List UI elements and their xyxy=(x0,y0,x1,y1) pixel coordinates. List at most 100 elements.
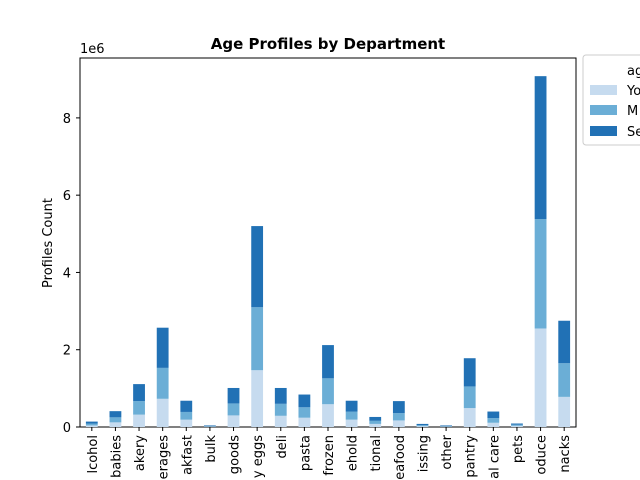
y-axis-label: Profiles Count xyxy=(41,198,56,288)
bar-dairy-eggs-series-0 xyxy=(251,370,264,427)
bar-alcohol-series-1 xyxy=(85,423,98,426)
bar-pantry-series-2 xyxy=(463,358,476,387)
bar-dry-goods-pasta-series-2 xyxy=(298,394,311,408)
bar-beverages-series-1 xyxy=(156,367,169,399)
legend-label-young: Yo xyxy=(626,84,640,99)
bar-household-series-2 xyxy=(345,400,358,412)
x-tick-label: akfast xyxy=(180,435,195,475)
legend-swatch-young xyxy=(590,85,617,95)
bar-alcohol-series-0 xyxy=(85,425,98,427)
bar-bakery-series-2 xyxy=(133,384,145,402)
bar-dairy-eggs-series-2 xyxy=(251,226,264,308)
x-tick-label: frozen xyxy=(322,435,337,476)
bar-produce-series-0 xyxy=(534,328,547,427)
x-tick-label: issing xyxy=(416,435,431,472)
bar-bakery-series-0 xyxy=(133,414,145,427)
y-tick-label: 4 xyxy=(63,266,71,281)
bar-pets-series-1 xyxy=(511,424,523,426)
x-tick-label: erages xyxy=(157,435,172,480)
x-tick-label: bulk xyxy=(204,435,219,463)
bar-deli-series-1 xyxy=(274,403,287,416)
bar-produce-series-2 xyxy=(534,76,547,220)
bar-canned-goods-series-0 xyxy=(227,415,240,427)
bar-international-series-1 xyxy=(369,420,382,424)
bar-bulk-series-2 xyxy=(204,425,216,427)
x-tick-label: ehold xyxy=(346,435,361,471)
x-tick-label: nacks xyxy=(558,435,573,473)
y-axis: 0 2 4 6 8 xyxy=(63,112,80,436)
x-tick-label: al care xyxy=(487,435,502,479)
bar-pets-series-2 xyxy=(511,423,523,425)
legend-label-middle: M xyxy=(627,104,638,119)
bar-pantry-series-0 xyxy=(463,408,476,427)
legend-title: ag xyxy=(627,64,640,79)
x-tick-label: pets xyxy=(511,435,526,463)
chart-title: Age Profiles by Department xyxy=(211,35,445,53)
bar-dry-goods-pasta-series-0 xyxy=(298,417,311,427)
bar-breakfast-series-2 xyxy=(180,400,193,412)
bar-other-series-2 xyxy=(440,425,452,427)
bar-babies-series-2 xyxy=(109,411,122,418)
x-tick-label: pasta xyxy=(298,435,313,471)
x-tick-label: tional xyxy=(369,435,384,471)
legend-swatch-senior xyxy=(590,126,617,136)
x-tick-label: pantry xyxy=(464,435,479,478)
bar-pets-series-0 xyxy=(511,425,523,427)
bar-breakfast-series-0 xyxy=(180,419,193,427)
bar-international-series-2 xyxy=(369,416,382,421)
bar-deli-series-0 xyxy=(274,415,287,427)
legend-box xyxy=(582,54,640,146)
x-tick-label: eafood xyxy=(393,435,408,480)
bar-snacks-series-0 xyxy=(558,396,571,427)
bar-breakfast-series-1 xyxy=(180,411,193,420)
legend-swatch-middle xyxy=(590,105,617,115)
legend: ag Yo M Se xyxy=(582,54,640,146)
bar-meat-seafood-series-1 xyxy=(392,413,405,421)
y-tick-label: 2 xyxy=(63,344,71,359)
bar-frozen-series-2 xyxy=(322,345,334,379)
bar-deli-series-2 xyxy=(274,387,287,404)
bar-babies-series-0 xyxy=(109,422,122,427)
bar-canned-goods-series-2 xyxy=(227,387,240,404)
bar-beverages-series-0 xyxy=(156,398,169,427)
y-tick-label: 8 xyxy=(63,112,71,127)
bar-personal-care-series-1 xyxy=(487,418,500,423)
x-tick-label: deli xyxy=(275,435,290,458)
y-tick-label: 6 xyxy=(63,189,71,204)
bar-babies-series-1 xyxy=(109,417,122,423)
legend-label-senior: Se xyxy=(627,125,640,140)
bar-snacks-series-1 xyxy=(558,363,571,397)
x-tick-label: oduce xyxy=(535,435,550,475)
y-tick-label: 0 xyxy=(63,421,71,436)
bars-group xyxy=(85,76,571,427)
bar-dry-goods-pasta-series-1 xyxy=(298,407,311,418)
y-scale-label: 1e6 xyxy=(80,42,105,57)
bar-household-series-1 xyxy=(345,411,358,420)
bar-frozen-series-1 xyxy=(322,378,334,405)
bar-missing-series-1 xyxy=(416,425,429,427)
bar-produce-series-1 xyxy=(534,219,547,329)
bar-personal-care-series-2 xyxy=(487,411,500,419)
bar-missing-series-2 xyxy=(416,423,429,426)
bar-meat-seafood-series-2 xyxy=(392,401,405,414)
x-tick-label: lcohol xyxy=(86,435,101,474)
x-tick-label: goods xyxy=(228,435,243,474)
x-axis: lcohol babies akery erages akfast bulk goods y … xyxy=(86,427,573,480)
x-tick-label: akery xyxy=(133,435,148,471)
bar-dairy-eggs-series-1 xyxy=(251,307,264,371)
x-tick-label: y eggs xyxy=(251,435,266,478)
bar-missing-series-0 xyxy=(416,426,429,427)
bar-personal-care-series-0 xyxy=(487,422,500,427)
bar-bakery-series-1 xyxy=(133,401,145,415)
bar-alcohol-series-2 xyxy=(85,421,98,424)
bar-household-series-0 xyxy=(345,419,358,427)
x-tick-label: babies xyxy=(109,435,124,478)
bar-canned-goods-series-1 xyxy=(227,403,240,416)
bar-international-series-0 xyxy=(369,423,382,427)
bar-beverages-series-2 xyxy=(156,327,169,368)
bar-frozen-series-0 xyxy=(322,404,334,427)
x-tick-label: other xyxy=(440,434,455,469)
bar-meat-seafood-series-0 xyxy=(392,420,405,427)
bar-snacks-series-2 xyxy=(558,320,571,364)
